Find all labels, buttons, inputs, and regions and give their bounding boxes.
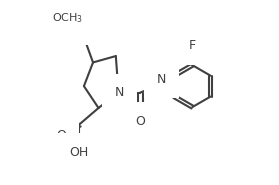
Text: O: O	[136, 115, 145, 128]
Text: H: H	[157, 69, 165, 79]
Text: O: O	[56, 129, 66, 142]
Text: OH: OH	[70, 146, 89, 159]
Text: F: F	[189, 39, 196, 52]
Text: O: O	[69, 19, 79, 33]
Text: OCH$_3$: OCH$_3$	[52, 11, 83, 25]
Text: N: N	[115, 86, 124, 99]
Text: N: N	[157, 73, 166, 86]
